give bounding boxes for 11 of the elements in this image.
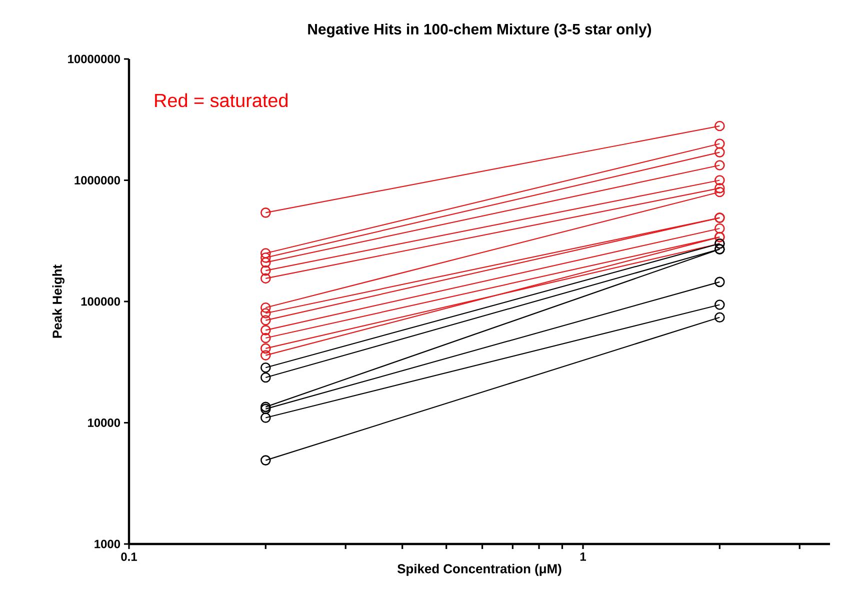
y-tick-label: 10000000	[68, 54, 120, 64]
y-tick-label: 1000	[94, 540, 120, 548]
y-axis-title: Peak Height	[52, 264, 64, 338]
annotation: Red = saturated	[155, 93, 288, 108]
x-tick-label: 0.1	[121, 552, 137, 561]
x-axis-title: Spiked Concentration (μM)	[397, 564, 562, 576]
y-tick-label: 10000	[88, 418, 120, 427]
y-tick-label: 100000	[81, 297, 120, 306]
chart-title: Negative Hits in 100-chem Mixture (3-5 star only)	[308, 24, 652, 38]
y-tick-label: 1000000	[74, 176, 120, 184]
x-tick-label: 1	[580, 552, 586, 561]
